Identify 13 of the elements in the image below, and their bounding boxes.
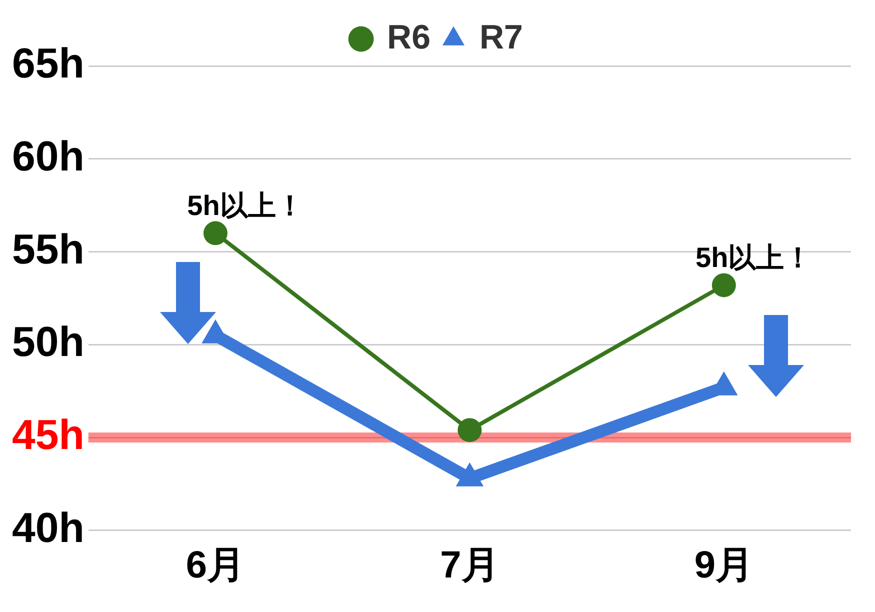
legend-label: R7 — [480, 18, 523, 56]
x-tick-label: 9月 — [694, 544, 754, 587]
x-tick-label: 6月 — [186, 544, 246, 587]
legend-label: R6 — [387, 18, 431, 56]
y-tick-label: 40h — [12, 504, 84, 551]
y-tick-label: 50h — [12, 318, 84, 366]
y-tick-label: 60h — [12, 132, 84, 180]
y-tick-label: 55h — [12, 225, 84, 272]
y-tick-label: 45h — [12, 411, 84, 458]
annotation: 5h以上！ — [696, 242, 812, 273]
x-tick-label: 7月 — [440, 544, 500, 587]
annotation: 5h以上！ — [187, 190, 304, 221]
y-tick-label: 65h — [12, 40, 84, 87]
